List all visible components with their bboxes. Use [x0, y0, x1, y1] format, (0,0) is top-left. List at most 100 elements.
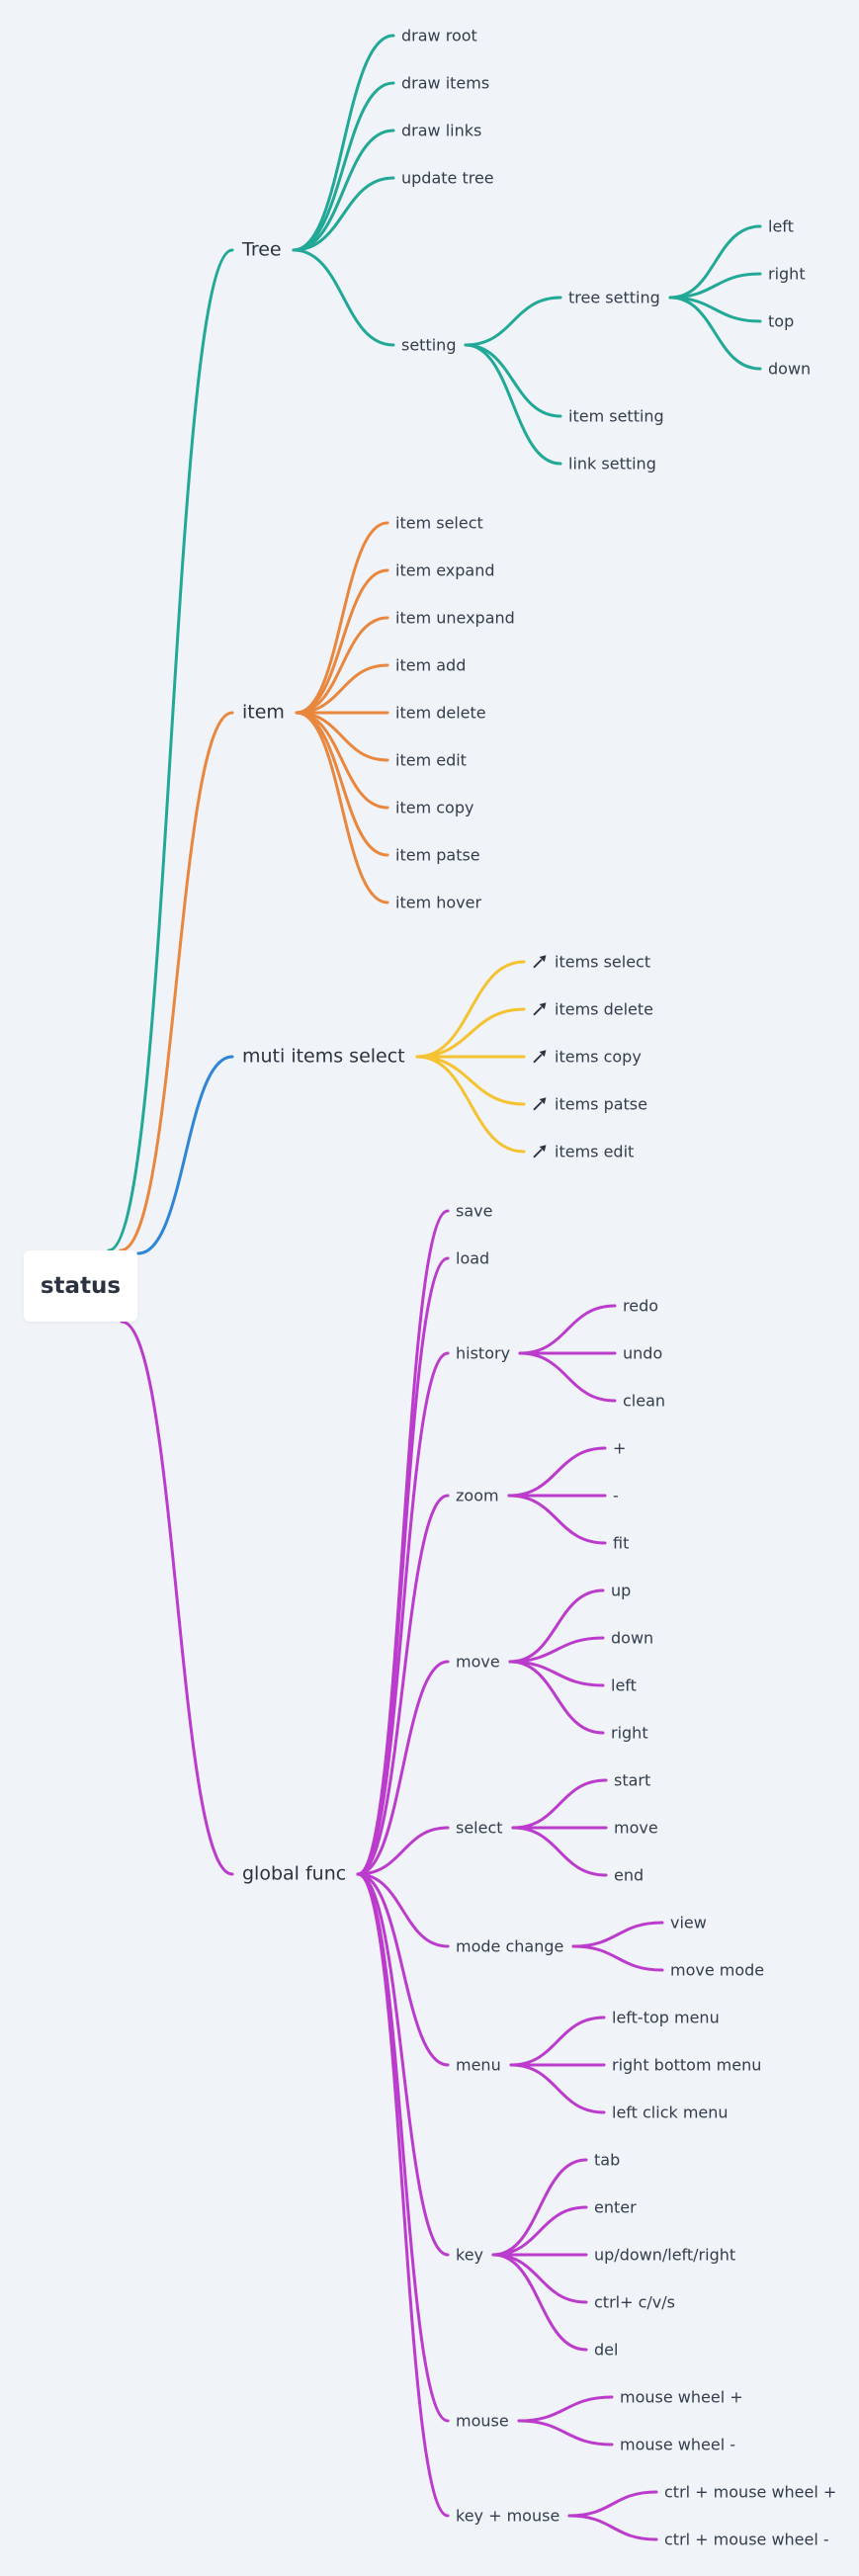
node-right-bottom-menu[interactable]: right bottom menu [612, 2057, 761, 2074]
node-items-copy[interactable]: items copy [532, 1049, 642, 1066]
node-history[interactable]: history [456, 1345, 510, 1362]
node-item-select-label: item select [395, 513, 483, 533]
node-draw-root[interactable]: draw root [401, 28, 477, 44]
connector-key [356, 1872, 450, 2257]
node-right-bottom-menu-label: right bottom menu [612, 2055, 762, 2075]
node-end[interactable]: end [614, 1867, 644, 1884]
node-undo[interactable]: undo [623, 1345, 662, 1362]
branch-global-func[interactable]: global func [242, 1862, 347, 1885]
branch-item[interactable]: item [242, 703, 285, 723]
pin-icon [533, 1145, 547, 1159]
node-symbol[interactable]: - [613, 1488, 619, 1504]
node-item-edit[interactable]: item edit [395, 752, 467, 769]
branch-muti-items-select[interactable]: muti items select [242, 1047, 405, 1067]
node-item-expand[interactable]: item expand [395, 562, 495, 579]
node-ctrl-mouse-wheel[interactable]: ctrl + mouse wheel - [664, 2532, 829, 2548]
node-draw-links-label: draw links [401, 121, 482, 140]
connector-key-mouse [356, 1872, 450, 2518]
node-mouse-wheel[interactable]: mouse wheel - [620, 2437, 735, 2453]
node-up[interactable]: up [611, 1583, 631, 1599]
node-clean[interactable]: clean [623, 1393, 665, 1410]
node-move-mode[interactable]: move mode [670, 1962, 764, 1979]
node-view[interactable]: view [670, 1915, 707, 1932]
node-fit[interactable]: fit [613, 1535, 629, 1552]
node-mouse[interactable]: mouse [456, 2413, 509, 2430]
node-zoom[interactable]: zoom [456, 1488, 499, 1504]
node-load[interactable]: load [456, 1250, 489, 1267]
node-left-click-menu[interactable]: left click menu [612, 2104, 729, 2121]
connector-item-hover [295, 711, 389, 904]
node-up-down-left-right[interactable]: up/down/left/right [594, 2247, 735, 2264]
node-enter[interactable]: enter [594, 2199, 637, 2216]
branch-global-func-label: global func [242, 1862, 347, 1885]
node-ctrl-c-v-s[interactable]: ctrl+ c/v/s [594, 2294, 675, 2311]
node-draw-items[interactable]: draw items [401, 75, 489, 92]
branch-tree[interactable]: Tree [242, 240, 282, 260]
node-item-hover[interactable]: item hover [395, 895, 481, 911]
connector-view [571, 1921, 664, 1948]
node-key-mouse[interactable]: key + mouse [456, 2508, 559, 2525]
connector-setting [292, 248, 395, 347]
node-symbol[interactable]: + [613, 1440, 626, 1457]
node-items-select[interactable]: items select [532, 954, 650, 971]
node-item-expand-label: item expand [395, 560, 495, 580]
node-move[interactable]: move [614, 1820, 658, 1837]
node-tree-setting[interactable]: tree setting [568, 290, 660, 306]
connector-draw-root [292, 34, 395, 252]
node-key-mouse-label: key + mouse [456, 2506, 560, 2526]
node-mode-change[interactable]: mode change [456, 1938, 563, 1955]
connector-move-mode [571, 1944, 664, 1972]
node-left-top-menu[interactable]: left-top menu [612, 2010, 720, 2026]
node-right[interactable]: right [768, 266, 806, 283]
node-draw-root-label: draw root [401, 26, 477, 45]
node-right-label: right [768, 264, 806, 284]
node-setting[interactable]: setting [401, 337, 456, 354]
node-item-unexpand[interactable]: item unexpand [395, 610, 515, 627]
node-up-label: up [611, 1581, 632, 1600]
node-link-setting[interactable]: link setting [568, 456, 656, 472]
node-key[interactable]: key [456, 2247, 483, 2264]
node-draw-links[interactable]: draw links [401, 123, 481, 139]
connector-draw-items [292, 81, 395, 252]
node-start-label: start [614, 1770, 651, 1790]
branch-connector-muti-items-select [136, 1055, 234, 1255]
node-save[interactable]: save [456, 1203, 492, 1220]
node-item-add[interactable]: item add [395, 657, 466, 674]
node-save-label: save [456, 1201, 493, 1221]
node-right[interactable]: right [611, 1725, 648, 1742]
node-down[interactable]: down [768, 361, 811, 378]
node-move[interactable]: move [456, 1654, 500, 1671]
node-mouse-wheel[interactable]: mouse wheel + [620, 2389, 743, 2406]
node-left[interactable]: left [768, 218, 794, 235]
node-redo[interactable]: redo [623, 1298, 658, 1315]
pin-icon [533, 955, 547, 969]
node-left[interactable]: left [611, 1677, 637, 1694]
node-select[interactable]: select [456, 1820, 503, 1837]
connector-load [356, 1256, 450, 1876]
node-item-setting[interactable]: item setting [568, 408, 664, 425]
node-items-edit[interactable]: items edit [532, 1144, 634, 1160]
node-item-patse-label: item patse [395, 845, 480, 865]
node-items-edit-label: items edit [555, 1142, 635, 1161]
node-items-patse-label: items patse [555, 1094, 647, 1114]
node-top[interactable]: top [768, 313, 794, 330]
node-del[interactable]: del [594, 2342, 618, 2359]
node-start[interactable]: start [614, 1772, 650, 1789]
node-item-delete[interactable]: item delete [395, 705, 486, 722]
node-items-delete[interactable]: items delete [532, 1001, 653, 1018]
node-item-select[interactable]: item select [395, 515, 483, 532]
node-menu[interactable]: menu [456, 2057, 501, 2074]
connector-select [356, 1826, 450, 1876]
node-item-patse[interactable]: item patse [395, 847, 480, 864]
node-item-copy[interactable]: item copy [395, 800, 473, 816]
root-node[interactable]: status [24, 1250, 137, 1322]
node-tab[interactable]: tab [594, 2152, 620, 2169]
node-mouse-wheel-label: mouse wheel + [620, 2387, 743, 2407]
node-key-label: key [456, 2245, 484, 2265]
node-items-patse[interactable]: items patse [532, 1096, 647, 1113]
node-down[interactable]: down [611, 1630, 653, 1647]
node-item-hover-label: item hover [395, 893, 482, 912]
node-update-tree[interactable]: update tree [401, 170, 494, 187]
node-ctrl-mouse-wheel[interactable]: ctrl + mouse wheel + [664, 2484, 836, 2501]
connector-items-delete [415, 1007, 526, 1059]
